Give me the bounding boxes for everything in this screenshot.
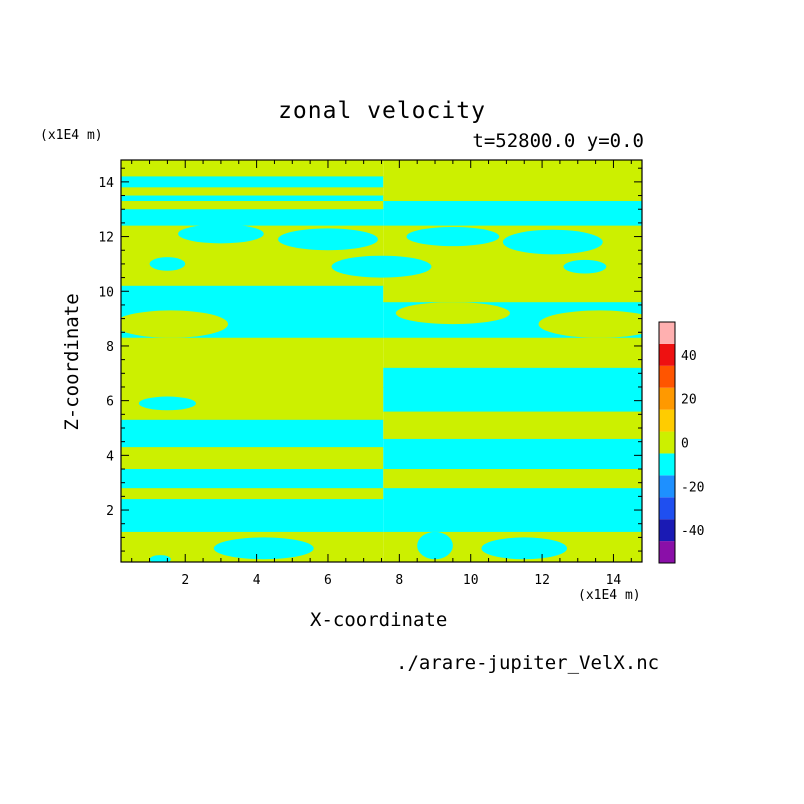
contour-band-right-0 bbox=[383, 160, 642, 177]
colorbar-frame bbox=[658, 321, 676, 564]
contour-band-right-4 bbox=[383, 201, 642, 210]
colorbar-segment-4 bbox=[659, 453, 675, 476]
colorbar-segment-2 bbox=[659, 497, 675, 520]
contour-region-15 bbox=[417, 531, 453, 560]
contour-region-17 bbox=[149, 555, 171, 562]
colorbar-tick-label: 40 bbox=[681, 349, 697, 364]
y-tick-label: 2 bbox=[106, 504, 114, 519]
contour-band-left-19 bbox=[121, 499, 384, 533]
x-tick-label: 4 bbox=[253, 573, 261, 588]
contour-band-left-15 bbox=[121, 438, 384, 448]
colorbar-segment-1 bbox=[659, 519, 675, 542]
contour-band-left-18 bbox=[121, 488, 384, 500]
x-tick-label: 2 bbox=[181, 573, 189, 588]
contour-band-right-14 bbox=[383, 419, 642, 440]
contour-region-1 bbox=[278, 228, 378, 251]
colorbar-tick-label: 20 bbox=[681, 393, 697, 408]
contour-band-right-19 bbox=[383, 499, 642, 533]
colorbar-tick-label: 0 bbox=[681, 437, 689, 452]
x-tick-label: 10 bbox=[463, 573, 479, 588]
colorbar-tick-label: -20 bbox=[681, 480, 704, 495]
x-axis-label: X-coordinate bbox=[310, 609, 448, 631]
contour-region-2 bbox=[406, 227, 500, 247]
y-tick-label: 14 bbox=[98, 176, 114, 191]
contour-band-left-10 bbox=[121, 337, 384, 369]
contour-region-6 bbox=[331, 255, 432, 278]
contour-band-right-8 bbox=[383, 285, 642, 303]
y-tick-label: 6 bbox=[106, 395, 114, 410]
contour-region-14 bbox=[213, 537, 314, 560]
contour-band-right-1 bbox=[383, 176, 642, 188]
contour-band-left-0 bbox=[121, 160, 384, 177]
chart-title: zonal velocity bbox=[278, 98, 486, 124]
x-tick-label: 8 bbox=[395, 573, 403, 588]
colorbar-segment-9 bbox=[659, 343, 675, 366]
y-tick-label: 4 bbox=[106, 449, 114, 464]
colorbar-segment-8 bbox=[659, 365, 675, 388]
contour-band-right-16 bbox=[383, 447, 642, 470]
y-tick-label: 8 bbox=[106, 340, 114, 355]
contour-band-left-14 bbox=[121, 419, 384, 440]
colorbar-segment-10 bbox=[659, 322, 675, 344]
contour-region-0 bbox=[178, 224, 264, 244]
colorbar-tick-label: -40 bbox=[681, 524, 704, 539]
plot-axes: 2 4 6 8 10 12 14 2 4 6 8 10 12 14 bbox=[98, 159, 643, 588]
contour-band-left-1 bbox=[121, 176, 384, 188]
contour-region-9 bbox=[395, 302, 510, 325]
contour-region-18 bbox=[609, 555, 632, 562]
contour-region-7 bbox=[121, 310, 229, 338]
contour-band-right-13 bbox=[383, 411, 642, 421]
contour-band-left-17 bbox=[121, 469, 384, 489]
contour-band-left-3 bbox=[121, 195, 384, 202]
contour-band-left-11 bbox=[121, 367, 384, 388]
contour-band-right-5 bbox=[383, 209, 642, 227]
colorbar: -40 -20 0 20 40 bbox=[658, 321, 704, 564]
contour-band-left-2 bbox=[121, 187, 384, 197]
contour-region-3 bbox=[502, 229, 603, 255]
x-tick-label: 14 bbox=[606, 573, 622, 588]
colorbar-segment-6 bbox=[659, 409, 675, 432]
contour-region-5 bbox=[563, 259, 607, 274]
x-tick-label: 6 bbox=[324, 573, 332, 588]
contour-band-left-13 bbox=[121, 411, 384, 421]
contour-region-11 bbox=[138, 396, 196, 411]
contour-band-left-8 bbox=[121, 285, 384, 303]
colorbar-segment-3 bbox=[659, 475, 675, 498]
contour-band-left-16 bbox=[121, 447, 384, 470]
y-axis-unit: (x1E4 m) bbox=[40, 128, 103, 143]
x-axis-unit: (x1E4 m) bbox=[578, 588, 641, 603]
colorbar-segment-7 bbox=[659, 387, 675, 410]
contour-band-right-2 bbox=[383, 187, 642, 197]
source-filename: ./arare-jupiter_VelX.nc bbox=[396, 652, 660, 674]
contour-region-12 bbox=[178, 473, 250, 487]
contour-region-10 bbox=[238, 300, 346, 320]
contour-band-right-12 bbox=[383, 386, 642, 413]
contour-band-left-5 bbox=[121, 209, 384, 227]
contour-band-right-10 bbox=[383, 337, 642, 369]
contour-region-13 bbox=[499, 473, 585, 487]
y-tick-label: 10 bbox=[98, 285, 114, 300]
colorbar-segment-0 bbox=[659, 541, 675, 563]
chart-subtitle: t=52800.0 y=0.0 bbox=[472, 130, 644, 152]
contour-band-right-18 bbox=[383, 488, 642, 500]
contour-fill bbox=[121, 160, 642, 562]
contour-band-left-4 bbox=[121, 201, 384, 210]
contour-band-right-15 bbox=[383, 438, 642, 448]
x-tick-label: 12 bbox=[534, 573, 550, 588]
colorbar-segment-5 bbox=[659, 431, 675, 454]
contour-region-16 bbox=[481, 537, 568, 560]
contour-region-4 bbox=[149, 257, 186, 271]
contour-band-right-11 bbox=[383, 367, 642, 388]
contour-region-8 bbox=[538, 310, 642, 338]
contour-band-right-3 bbox=[383, 195, 642, 202]
y-tick-label: 12 bbox=[98, 231, 114, 246]
